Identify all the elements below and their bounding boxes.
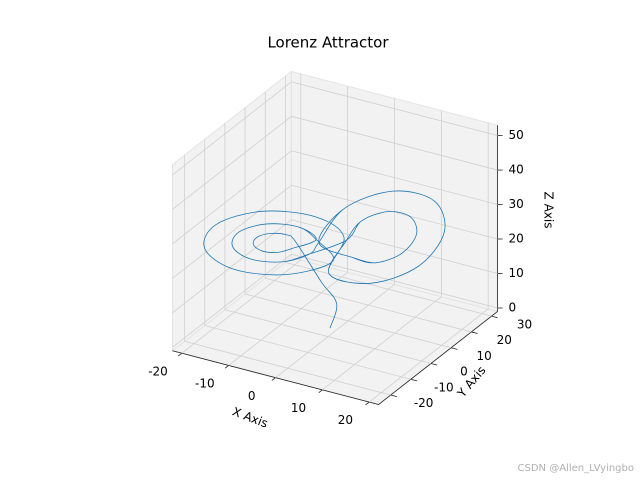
grid-line (291, 81, 498, 136)
grid-line (204, 325, 411, 380)
z-tick-label: 0 (509, 300, 517, 314)
tick-mark (410, 378, 418, 382)
grid-line (275, 284, 395, 378)
tick-mark (271, 377, 276, 381)
trajectory (203, 190, 446, 329)
y-tick-label: 30 (517, 317, 532, 331)
x-tick-label: 10 (291, 401, 306, 415)
y-tick-label: 20 (497, 333, 512, 347)
grid-line (172, 253, 292, 348)
grid-line (172, 81, 292, 176)
x-tick-label: 20 (338, 413, 353, 427)
z-tick-label: 10 (509, 266, 524, 280)
z-tick-label: 50 (509, 128, 524, 142)
z-tick-label: 20 (509, 232, 524, 246)
z-axis-label: Z Axis (542, 192, 556, 229)
grid-line (244, 293, 452, 349)
tick-mark (430, 363, 438, 366)
grid-line (224, 309, 432, 364)
grid-line (368, 308, 489, 403)
y-tick-label: -20 (414, 396, 434, 410)
tick-mark (365, 401, 370, 406)
grid-line (285, 262, 492, 317)
grid-line (322, 296, 442, 391)
tick-mark (390, 394, 397, 398)
x-tick-label: -20 (148, 364, 168, 378)
tick-mark (177, 352, 183, 357)
tick-mark (471, 331, 478, 334)
grid-line (265, 277, 472, 333)
grid-line (228, 272, 348, 366)
tick-mark (451, 347, 458, 350)
grid-line (291, 253, 498, 309)
grid-line (291, 150, 498, 205)
tick-mark (491, 315, 498, 319)
y-axis-line (378, 311, 498, 405)
watermark: CSDN @Allen_LVyingbo (518, 463, 634, 474)
grid-line (291, 219, 498, 274)
x-tick-label: -10 (195, 377, 215, 391)
chart-title: Lorenz Attractor (267, 34, 389, 52)
grid-line (172, 150, 292, 245)
z-tick-label: 30 (509, 197, 524, 211)
z-tick-label: 40 (509, 163, 524, 177)
tick-mark (318, 389, 323, 393)
grid-line (181, 259, 302, 354)
y-tick-label: 0 (460, 365, 468, 379)
grid-line (291, 184, 498, 240)
x-tick-label: 0 (248, 389, 256, 403)
tick-mark (224, 365, 229, 369)
grid-line (172, 115, 292, 210)
grid-line (184, 340, 391, 396)
y-tick-label: -10 (434, 380, 454, 394)
grid-line (172, 219, 292, 314)
grid-line (172, 184, 292, 279)
grid-line (291, 115, 498, 171)
y-tick-label: 10 (477, 349, 492, 363)
